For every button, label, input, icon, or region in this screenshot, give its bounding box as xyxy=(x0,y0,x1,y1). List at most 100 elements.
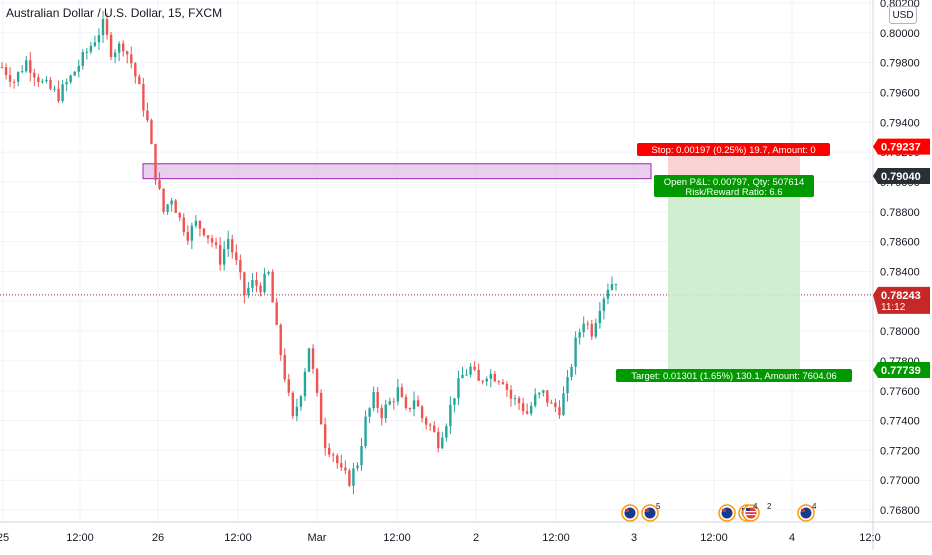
entry-price-tag: 0.79040 xyxy=(873,167,930,184)
current-price-tag-value: 0.78243 xyxy=(881,290,921,302)
candle-body xyxy=(198,220,202,229)
candle xyxy=(178,212,181,222)
price-tick-label: 0.79600 xyxy=(880,87,920,99)
candle-body xyxy=(97,35,101,43)
candle xyxy=(416,395,420,407)
candle-body xyxy=(194,220,198,226)
candle-body xyxy=(412,400,416,410)
candle xyxy=(449,396,452,434)
target-label-bg xyxy=(616,369,852,382)
candle-body xyxy=(146,110,149,121)
candle xyxy=(525,403,529,415)
candle-body xyxy=(186,231,190,241)
candle xyxy=(388,397,391,406)
stop-price-tag-bg xyxy=(873,138,930,155)
candle xyxy=(554,398,557,413)
candle xyxy=(477,363,480,381)
event-flag-us xyxy=(742,504,760,522)
candle-body xyxy=(105,19,109,35)
candle-body xyxy=(433,425,436,432)
candle xyxy=(332,452,335,463)
candle xyxy=(267,270,270,276)
target-price-tag-value: 0.77739 xyxy=(881,365,921,377)
price-tick-label: 0.77400 xyxy=(880,416,920,428)
candle-body xyxy=(287,379,291,393)
candle-body xyxy=(513,398,517,400)
candle xyxy=(210,234,214,248)
price-axis[interactable]: 0.80200 0.80000 0.79800 0.79600 0.79400 0.792… xyxy=(872,0,930,550)
currency-button[interactable]: USD xyxy=(889,6,917,24)
candle xyxy=(101,10,105,43)
candle xyxy=(534,388,537,408)
time-tick-label: 12:00 xyxy=(542,532,570,544)
candle xyxy=(513,394,517,406)
candle-body xyxy=(550,402,553,404)
candle xyxy=(538,391,541,399)
candle-body xyxy=(227,239,230,250)
candle xyxy=(105,13,109,40)
candle-body xyxy=(57,88,60,102)
candle-body xyxy=(299,396,303,407)
candle xyxy=(121,40,125,57)
candle-body xyxy=(538,392,541,395)
candle xyxy=(521,397,525,416)
candle-body xyxy=(315,368,319,393)
candle-body xyxy=(501,382,505,385)
candle-body xyxy=(332,454,335,456)
candle-body xyxy=(327,447,331,455)
candle xyxy=(202,227,206,237)
candle-body xyxy=(303,371,307,397)
candle-body xyxy=(388,401,391,405)
candle xyxy=(194,215,198,229)
candle-body xyxy=(33,72,36,78)
candle-body xyxy=(509,389,513,399)
candle-body xyxy=(271,272,274,303)
candle xyxy=(29,51,32,82)
candle-body xyxy=(384,404,387,419)
candle-body xyxy=(356,465,359,469)
candle xyxy=(562,386,565,416)
candle-body xyxy=(481,380,484,382)
event-flag-au-jack xyxy=(645,509,649,512)
candle-body xyxy=(348,470,351,486)
candle xyxy=(319,389,323,425)
candle-body xyxy=(29,60,32,73)
candle-body xyxy=(235,252,238,261)
pnl-label-text: Risk/Reward Ratio: 6.6 xyxy=(685,187,782,198)
candle-body xyxy=(473,366,476,370)
candle xyxy=(69,74,72,85)
candle-body xyxy=(182,217,185,232)
candle xyxy=(243,271,246,304)
candle-body xyxy=(542,390,545,393)
candle-body xyxy=(598,310,602,324)
event-flag-us-stripe xyxy=(746,511,756,513)
candle xyxy=(33,68,36,86)
candle xyxy=(327,443,331,457)
time-axis[interactable]: 25 12:00 26 12:00 Mar 12:00 2 12:00 3 12:00 4 12:0 xyxy=(0,521,932,544)
candle xyxy=(146,102,149,123)
entry-price-tag-bg xyxy=(873,167,930,184)
candle-body xyxy=(368,408,371,417)
supply-zone[interactable] xyxy=(142,163,652,180)
candle-body xyxy=(16,71,20,82)
candle-body xyxy=(441,437,444,449)
candle-body xyxy=(202,228,206,236)
candle xyxy=(162,188,165,215)
time-tick-label: Mar xyxy=(308,532,327,544)
candle xyxy=(235,244,238,266)
candle xyxy=(166,203,169,216)
target-price-tag-bg xyxy=(873,362,930,379)
candle-body xyxy=(323,424,327,448)
candle-body xyxy=(142,84,145,111)
current-price-tag-countdown: 11:12 xyxy=(881,302,906,313)
candle-body xyxy=(279,324,282,355)
event-flag-au-jack xyxy=(801,509,805,512)
candle-body xyxy=(178,212,181,218)
candle xyxy=(113,49,117,64)
candle-body xyxy=(344,467,347,471)
candle xyxy=(247,282,250,299)
candle-body xyxy=(465,374,468,376)
